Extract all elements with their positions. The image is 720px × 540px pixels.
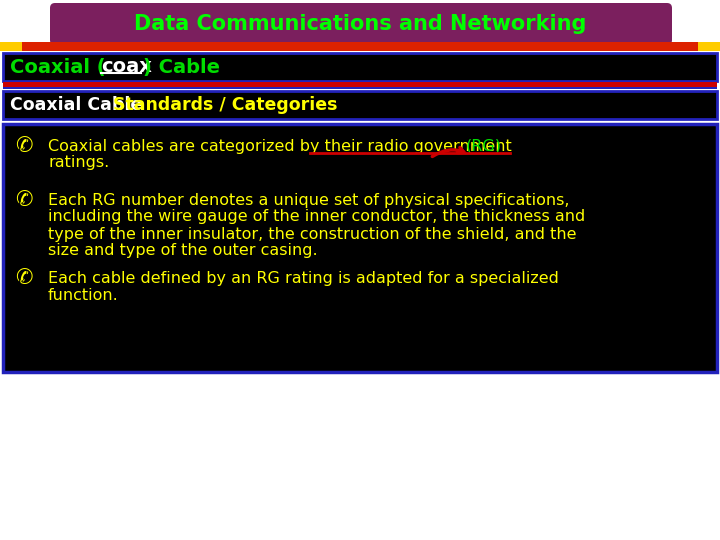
FancyBboxPatch shape: [3, 91, 717, 119]
FancyBboxPatch shape: [50, 3, 672, 45]
Text: Coaxial Cable: Coaxial Cable: [10, 96, 148, 114]
Bar: [0, 42, 22, 51]
FancyBboxPatch shape: [3, 124, 717, 372]
Bar: [3, 87, 717, 89]
Text: Each cable defined by an RG rating is adapted for a specialized: Each cable defined by an RG rating is ad…: [48, 271, 559, 286]
Bar: [3, 82, 717, 87]
Bar: [22, 42, 698, 51]
Text: ✆: ✆: [15, 136, 32, 156]
Text: coax: coax: [101, 57, 152, 77]
Text: Coaxial cables are categorized by their radio government: Coaxial cables are categorized by their …: [48, 138, 517, 153]
FancyBboxPatch shape: [3, 53, 717, 81]
Text: function.: function.: [48, 287, 119, 302]
Text: Data Communications and Networking: Data Communications and Networking: [134, 14, 586, 34]
Text: ) Cable: ) Cable: [143, 57, 220, 77]
Text: type of the inner insulator, the construction of the shield, and the: type of the inner insulator, the constru…: [48, 226, 577, 241]
Text: size and type of the outer casing.: size and type of the outer casing.: [48, 244, 318, 259]
Text: including the wire gauge of the inner conductor, the thickness and: including the wire gauge of the inner co…: [48, 210, 585, 225]
Text: ✆: ✆: [15, 268, 32, 288]
Bar: [698, 42, 720, 51]
Text: ratings.: ratings.: [48, 156, 109, 171]
Text: Coaxial (: Coaxial (: [10, 57, 106, 77]
Text: (RG): (RG): [466, 138, 502, 153]
Text: Each RG number denotes a unique set of physical specifications,: Each RG number denotes a unique set of p…: [48, 192, 570, 207]
Text: Standards / Categories: Standards / Categories: [113, 96, 338, 114]
Text: ✆: ✆: [15, 190, 32, 210]
